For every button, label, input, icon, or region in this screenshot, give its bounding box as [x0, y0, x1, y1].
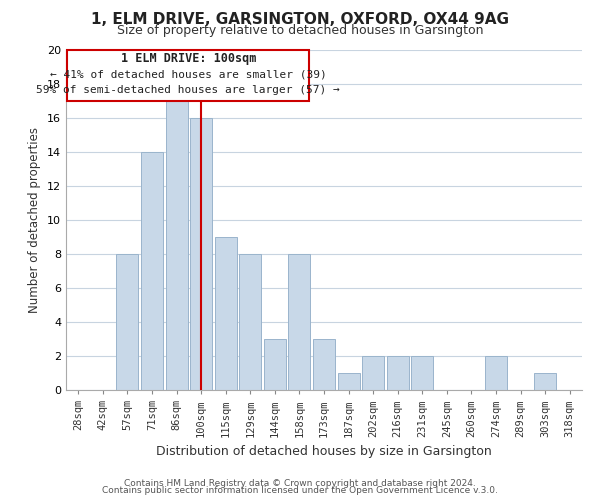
Bar [362, 356, 384, 390]
Y-axis label: Number of detached properties: Number of detached properties [28, 127, 41, 313]
Bar [190, 118, 212, 390]
Text: 1 ELM DRIVE: 100sqm: 1 ELM DRIVE: 100sqm [121, 52, 256, 64]
Bar [215, 237, 237, 390]
Text: 59% of semi-detached houses are larger (57) →: 59% of semi-detached houses are larger (… [37, 85, 340, 95]
Bar [534, 373, 556, 390]
Text: Contains HM Land Registry data © Crown copyright and database right 2024.: Contains HM Land Registry data © Crown c… [124, 478, 476, 488]
Bar [386, 356, 409, 390]
Bar [313, 339, 335, 390]
Bar [485, 356, 507, 390]
Bar [264, 339, 286, 390]
Bar [411, 356, 433, 390]
Bar [116, 254, 139, 390]
Bar [338, 373, 359, 390]
X-axis label: Distribution of detached houses by size in Garsington: Distribution of detached houses by size … [156, 445, 492, 458]
Text: ← 41% of detached houses are smaller (39): ← 41% of detached houses are smaller (39… [50, 70, 326, 80]
Text: Contains public sector information licensed under the Open Government Licence v.: Contains public sector information licen… [102, 486, 498, 495]
Bar [289, 254, 310, 390]
Bar [166, 101, 188, 390]
Text: 1, ELM DRIVE, GARSINGTON, OXFORD, OX44 9AG: 1, ELM DRIVE, GARSINGTON, OXFORD, OX44 9… [91, 12, 509, 28]
Bar [141, 152, 163, 390]
Bar [239, 254, 262, 390]
FancyBboxPatch shape [67, 50, 309, 101]
Text: Size of property relative to detached houses in Garsington: Size of property relative to detached ho… [117, 24, 483, 37]
